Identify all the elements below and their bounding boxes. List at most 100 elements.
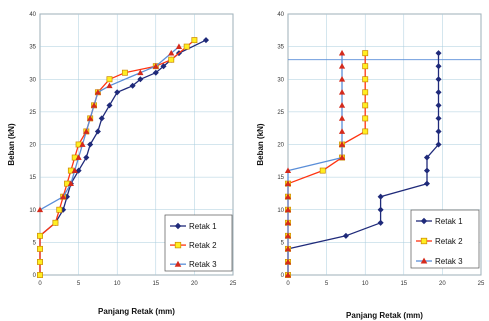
left-series-3-point — [79, 141, 86, 147]
right-series-1-point — [423, 154, 430, 161]
right-series-3-point — [284, 206, 292, 213]
left-series-3-point — [75, 154, 82, 160]
left-series-1-point — [83, 154, 90, 161]
right-series-1-point — [377, 206, 384, 213]
left-legend-item: Retak 2 — [170, 241, 217, 250]
left-y-axis-label: Beban (kN) — [7, 123, 16, 166]
right-series-3-point — [284, 193, 292, 200]
left-series-1-point — [98, 115, 105, 122]
left-legend-swatch-marker — [174, 241, 182, 249]
left-series-3-point — [94, 89, 102, 95]
right-x-tick-label: 5 — [325, 281, 329, 287]
right-series-2-point — [362, 89, 369, 96]
right-series-1-point — [435, 102, 442, 109]
right-y-tick-label: 15 — [277, 175, 284, 181]
left-legend-item: Retak 3 — [170, 260, 217, 269]
right-legend: Retak 1 Retak 2 Retak 3 — [410, 209, 480, 269]
left-series-1-point — [129, 82, 136, 89]
right-series-2-point — [362, 115, 369, 122]
left-y-tick-label: 5 — [33, 240, 37, 246]
right-series-3-point — [338, 49, 346, 56]
left-series-1-point — [202, 37, 210, 44]
right-series-2-point — [362, 50, 369, 57]
right-x-tick-label: 0 — [286, 281, 290, 287]
right-series-1-point — [435, 50, 442, 57]
right-series-3-point — [338, 76, 346, 82]
right-series-3-point — [338, 89, 346, 95]
left-series-3-point — [168, 49, 175, 56]
right-y-tick-label: 10 — [277, 208, 284, 214]
right-legend-item: Retak 3 — [416, 257, 463, 266]
right-series-2-point — [319, 167, 326, 174]
left-series-3-point — [83, 128, 90, 134]
left-series-2-point — [52, 219, 59, 226]
left-y-tick-label: 15 — [29, 175, 36, 181]
right-series-3-point — [284, 232, 292, 239]
left-x-tick-label: 25 — [230, 281, 237, 287]
right-series-3-point — [284, 167, 292, 173]
left-series-2-point — [183, 43, 190, 50]
right-legend-label: Retak 2 — [435, 237, 463, 246]
right-series-3-point — [338, 115, 346, 121]
right-x-tick-label: 25 — [478, 281, 485, 287]
left-y-tick-label: 20 — [29, 143, 36, 149]
left-series-2 — [37, 37, 198, 278]
left-series-1-point — [106, 102, 113, 109]
left-series-2-point — [37, 259, 43, 265]
right-series-3-point — [284, 245, 292, 252]
right-legend-item: Retak 2 — [416, 237, 463, 246]
left-series-1-point — [160, 63, 167, 70]
right-series-1-point — [423, 167, 430, 174]
left-legend-swatch-marker — [174, 260, 182, 267]
right-series-3-point — [338, 128, 346, 134]
right-legend-item: Retak 1 — [416, 217, 463, 226]
left-y-tick-label: 40 — [29, 12, 36, 18]
left-grid — [39, 13, 234, 276]
right-x-axis-label: Panjang Retak (mm) — [346, 311, 423, 320]
left-x-tick-label: 5 — [77, 281, 81, 287]
left-x-tick-label: 0 — [38, 281, 42, 287]
left-series-2-point — [37, 232, 43, 239]
left-y-tick-label: 10 — [29, 208, 36, 214]
left-y-tick-label: 35 — [29, 45, 36, 51]
chart-left: 0 5 10 15 20 25 30 35 40 0 5 10 15 20 25 Panjang Retak … — [7, 12, 237, 316]
right-series-3-point — [284, 271, 292, 278]
right-series-1-point — [342, 232, 349, 239]
right-series-1-point — [435, 89, 442, 96]
left-legend: Retak 1 Retak 2 Retak 3 — [164, 214, 233, 272]
right-series-1-point — [435, 76, 442, 83]
left-series-2-point — [37, 272, 43, 278]
right-series-1-point — [377, 193, 384, 200]
left-x-tick-label: 10 — [114, 281, 121, 287]
right-y-tick-label: 25 — [277, 110, 284, 116]
right-series-2-point — [362, 76, 369, 83]
left-series-2-point — [106, 76, 113, 83]
left-series-3-point — [175, 43, 183, 50]
left-y-tick-label: 25 — [29, 110, 36, 116]
right-series-2-point — [362, 128, 369, 135]
right-y-axis-label: Beban (kN) — [256, 123, 265, 166]
left-series-2-point — [56, 206, 63, 213]
left-series-2-point — [121, 69, 128, 76]
right-legend-swatch-marker — [420, 257, 428, 264]
left-legend-label: Retak 2 — [189, 241, 217, 250]
left-series-2-point — [168, 56, 175, 63]
left-legend-label: Retak 3 — [189, 260, 217, 269]
chart-right: 0 5 10 15 20 25 30 35 40 0 5 10 15 20 25 Panjang Retak … — [256, 12, 485, 320]
right-y-tick-label: 20 — [277, 143, 284, 149]
right-legend-swatch-marker — [420, 237, 428, 245]
right-series-2-point — [362, 63, 369, 70]
left-series-3-point — [60, 193, 67, 200]
right-y-tick-label: 5 — [281, 240, 285, 246]
right-x-tick-label: 10 — [362, 281, 369, 287]
left-x-tick-label: 20 — [191, 281, 198, 287]
left-series-1-point — [94, 128, 101, 135]
left-series-3-point — [36, 206, 44, 213]
left-legend-item: Retak 1 — [170, 222, 217, 231]
left-series-3-point — [106, 82, 113, 89]
right-series-2-point — [362, 102, 369, 109]
left-series-3-point — [71, 167, 78, 173]
left-series-2-point — [191, 37, 198, 44]
left-legend-label: Retak 1 — [189, 222, 217, 231]
